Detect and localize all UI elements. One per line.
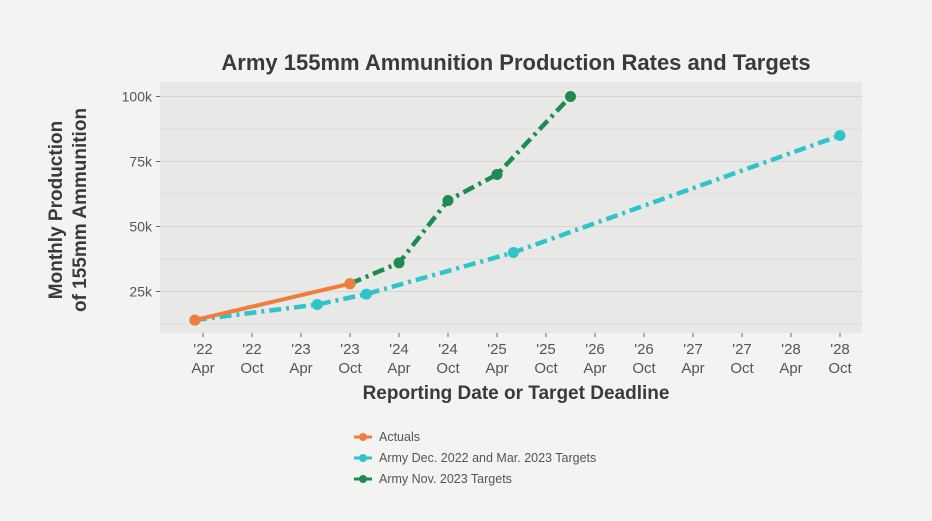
y-tick-label: 75k: [129, 154, 153, 170]
x-tick-label-month: Apr: [485, 360, 508, 377]
x-tick-label-month: Apr: [191, 360, 214, 377]
series-line-1: [194, 281, 351, 323]
y-tick-label: 25k: [129, 284, 153, 300]
legend-swatch-point: [359, 454, 367, 462]
data-point: [360, 288, 372, 300]
data-point: [344, 278, 356, 290]
x-tick-label-month: Oct: [436, 360, 460, 377]
x-tick-label-year: '23: [340, 341, 360, 358]
x-tick-label-month: Oct: [338, 360, 362, 377]
x-tick-label-month: Oct: [534, 360, 558, 377]
data-point: [189, 314, 201, 326]
x-tick-label-year: '28: [830, 341, 850, 358]
data-point: [565, 91, 576, 102]
series-line-2: [194, 133, 841, 323]
x-tick-label-month: Apr: [583, 360, 606, 377]
y-axis-label-line2: of 155mm Ammunition: [70, 108, 91, 312]
legend-label: Actuals: [379, 430, 420, 444]
y-axis-label-line1: Monthly Production: [46, 121, 67, 299]
x-tick-label-month: Oct: [240, 360, 264, 377]
x-axis: '22 Apr '22 Oct '23 Apr '23 Oct '24 Apr '24 Oct '25 A…: [191, 333, 852, 377]
x-tick-label-year: '22: [242, 341, 262, 358]
data-point: [491, 169, 503, 180]
series-layer: [189, 91, 846, 326]
x-tick-label-month: Apr: [289, 360, 312, 377]
x-tick-label-year: '27: [732, 341, 752, 358]
legend-swatch-point: [359, 433, 367, 441]
x-tick-label-month: Oct: [632, 360, 656, 377]
chart-title: Army 155mm Ammunition Production Rates a…: [221, 50, 810, 75]
x-tick-label-year: '25: [536, 341, 556, 358]
x-tick-label-month: Apr: [681, 360, 704, 377]
data-point: [507, 247, 519, 258]
y-axis: 25k 50k 75k 100k: [122, 89, 160, 300]
x-tick-label-year: '27: [683, 341, 703, 358]
x-tick-label-year: '24: [389, 341, 409, 358]
x-tick-label-month: Oct: [730, 360, 754, 377]
y-tick-label: 50k: [129, 219, 153, 235]
data-point: [442, 195, 454, 206]
x-tick-label-year: '28: [781, 341, 801, 358]
legend-swatch-point: [359, 475, 367, 483]
x-tick-label-month: Apr: [387, 360, 410, 377]
data-point: [393, 257, 405, 269]
x-tick-label-year: '25: [487, 341, 507, 358]
x-tick-label-year: '26: [585, 341, 605, 358]
y-tick-label: 100k: [122, 89, 153, 105]
x-tick-label-year: '23: [291, 341, 311, 358]
data-point: [311, 299, 323, 310]
plot-panel: [160, 82, 862, 333]
x-tick-label-month: Apr: [779, 360, 802, 377]
legend-label: Army Nov. 2023 Targets: [379, 472, 512, 486]
x-tick-label-month: Oct: [828, 360, 852, 377]
x-tick-label-year: '24: [438, 341, 458, 358]
x-tick-label-year: '22: [193, 341, 213, 358]
data-point: [834, 130, 846, 141]
legend-label: Army Dec. 2022 and Mar. 2023 Targets: [379, 451, 596, 465]
legend: Actuals Army Dec. 2022 and Mar. 2023 Targ…: [354, 430, 596, 486]
x-axis-label: Reporting Date or Target Deadline: [363, 383, 670, 404]
x-tick-label-year: '26: [634, 341, 654, 358]
